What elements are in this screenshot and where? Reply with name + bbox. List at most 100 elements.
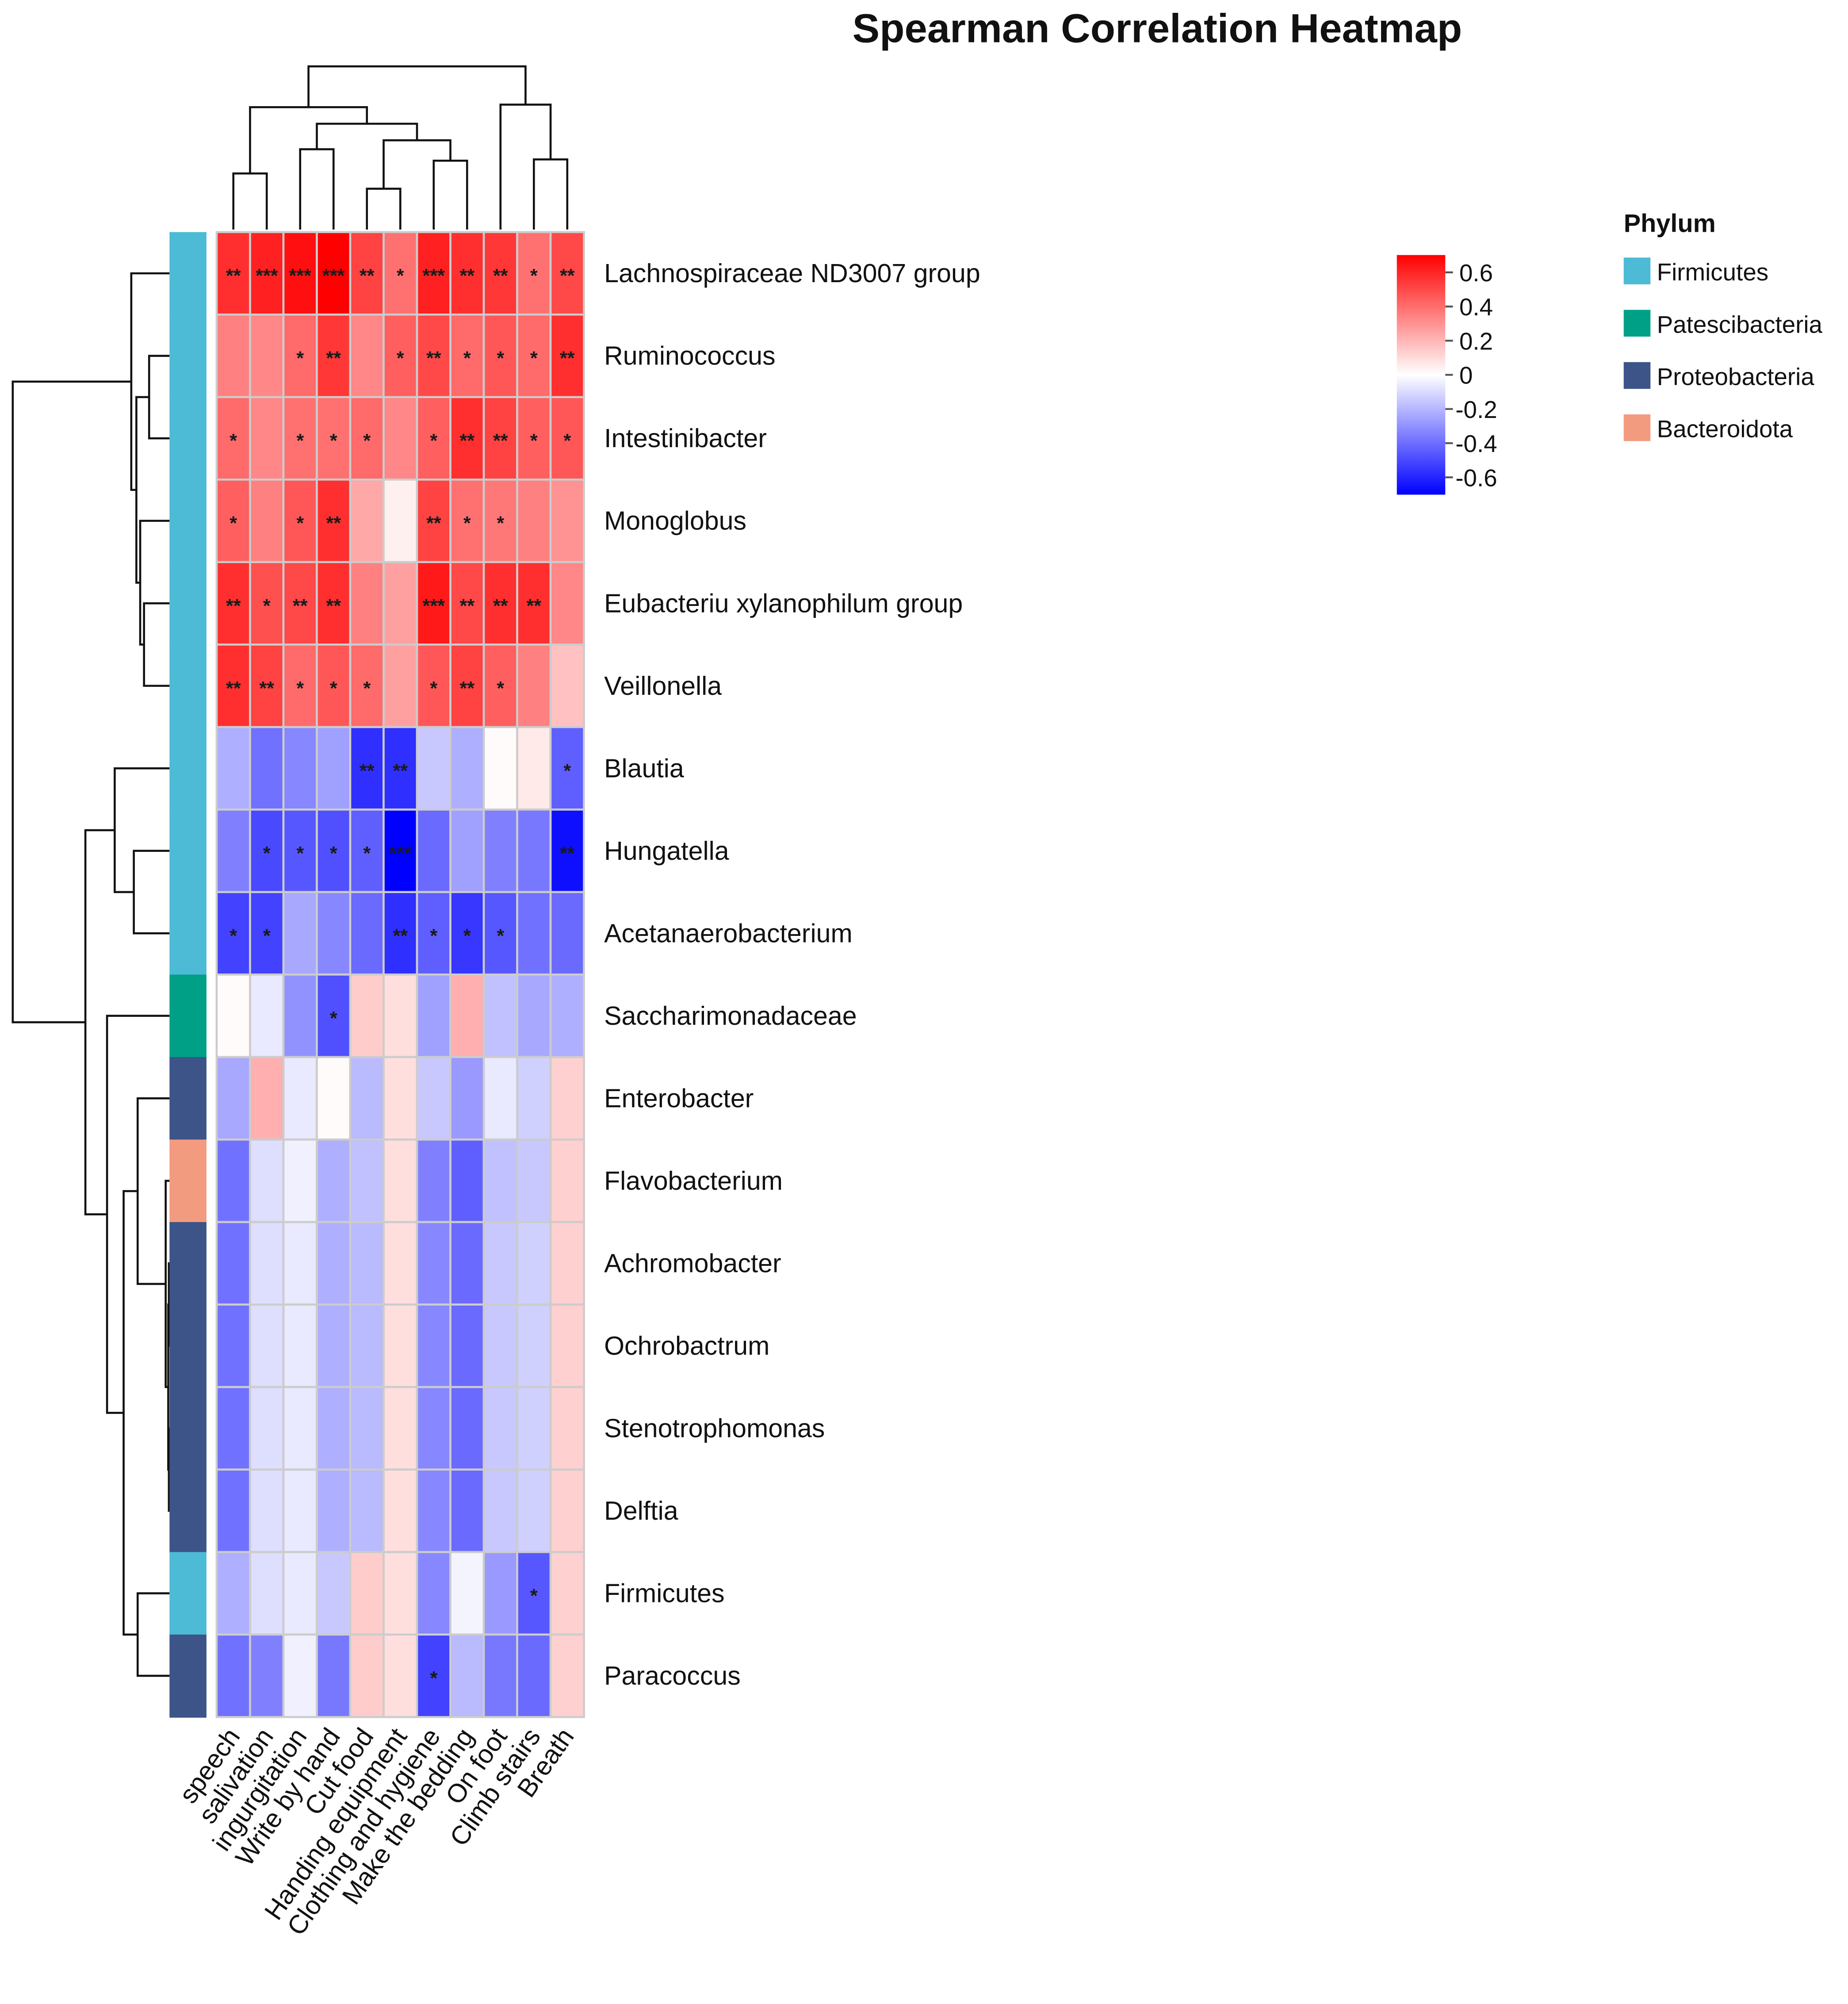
significance-mark: * [463, 925, 471, 946]
heatmap-cell [383, 973, 418, 1058]
heatmap-cell [449, 1056, 485, 1141]
dendrogram-branch [136, 1592, 170, 1677]
heatmap-cell [516, 973, 552, 1058]
row-labels: Lachnospiraceae ND3007 group Ruminococcus… [604, 259, 980, 1690]
heatmap-cell [215, 1221, 251, 1306]
heatmap-cell [249, 479, 285, 563]
significance-mark: * [296, 843, 304, 864]
significance-mark: ** [426, 348, 441, 369]
heatmap-cell [482, 1633, 518, 1718]
heatmap-cell [516, 1303, 552, 1388]
heatmap-cell [416, 1221, 451, 1306]
heatmap-cell [215, 1468, 251, 1553]
heatmap-cell [215, 1551, 251, 1636]
heatmap-cell [516, 891, 552, 976]
heatmap-cell [516, 1551, 552, 1636]
dendrogram-branch [307, 65, 527, 107]
heatmap-cell [383, 396, 418, 481]
dendrogram-branch [122, 1190, 138, 1636]
heatmap-cell [482, 1221, 518, 1306]
row-label: Firmicutes [604, 1579, 724, 1608]
heatmap-cell [282, 1386, 318, 1471]
heatmap-cell [549, 973, 585, 1058]
significance-mark: * [397, 265, 404, 287]
heatmap-cell [316, 1386, 352, 1471]
significance-mark: * [430, 925, 437, 946]
heatmap-cell [416, 1468, 451, 1553]
significance-mark: * [530, 430, 538, 452]
heatmap-cell [516, 561, 552, 646]
heatmap-cell [549, 313, 585, 399]
heatmap-cell [516, 1633, 552, 1718]
heatmap-cell [282, 1303, 318, 1388]
heatmap-cell [416, 561, 451, 646]
phylum-annotation-cell [169, 809, 207, 893]
heatmap-cell [383, 561, 418, 646]
significance-mark: * [230, 430, 237, 452]
heatmap-cell [249, 1138, 285, 1223]
significance-mark: * [230, 925, 237, 946]
significance-mark: *** [423, 595, 445, 617]
heatmap-cell [449, 1633, 485, 1718]
significance-mark: * [430, 678, 437, 699]
row-label: Stenotrophomonas [604, 1414, 825, 1443]
heatmap-cell [516, 808, 552, 893]
phylum-annotation-cell [169, 974, 207, 1058]
dendrogram-branch [366, 188, 402, 230]
heatmap-cell [215, 313, 251, 399]
heatmap-cell [482, 973, 518, 1058]
phylum-legend-label: Bacteroidota [1657, 415, 1793, 443]
heatmap-cell [249, 1468, 285, 1553]
significance-mark: ** [560, 843, 575, 864]
heatmap-cell [549, 1633, 585, 1718]
dendrogram-branch [148, 355, 170, 440]
significance-mark: * [330, 678, 337, 699]
significance-mark: * [263, 595, 271, 617]
heatmap-cell [549, 561, 585, 646]
significance-mark: * [296, 513, 304, 534]
heatmap-cell [215, 808, 251, 893]
phylum-annotation-cell [169, 1552, 207, 1636]
row-label: Acetanaerobacterium [604, 919, 853, 948]
heatmap-cell [482, 1138, 518, 1223]
row-label: Enterobacter [604, 1084, 754, 1113]
color-scale-tick-label: -0.4 [1455, 430, 1497, 457]
heatmap-cell [282, 808, 318, 893]
heatmap-cell [282, 1633, 318, 1718]
significance-mark: * [463, 513, 471, 534]
heatmap-cell [349, 231, 385, 316]
phylum-annotation-cell [169, 1469, 207, 1553]
heatmap-cell [349, 1633, 385, 1718]
heatmap-cell [316, 1468, 352, 1553]
heatmap-cell [549, 726, 585, 811]
row-label: Ochrobactrum [604, 1331, 769, 1360]
heatmap-cell [449, 1138, 485, 1223]
heatmap-cell [383, 1386, 418, 1471]
significance-mark: * [397, 348, 404, 369]
heatmap-cell [249, 1633, 285, 1718]
heatmap-cell [282, 479, 318, 563]
significance-mark: ** [459, 678, 474, 699]
significance-mark: *** [256, 265, 278, 287]
heatmap-cell [249, 1056, 285, 1141]
heatmap-cell [349, 1468, 385, 1553]
heatmap-cell [316, 1551, 352, 1636]
significance-mark: * [430, 1668, 437, 1689]
heatmap-cell [349, 1221, 385, 1306]
phylum-annotation-cell [169, 644, 207, 728]
dendrogram-branch [232, 172, 268, 230]
heatmap-cell [516, 644, 552, 728]
heatmap-cell [349, 1303, 385, 1388]
phylum-annotation-cell [169, 232, 207, 315]
heatmap-cell [282, 891, 318, 976]
heatmap-cell [249, 1221, 285, 1306]
significance-mark: ** [459, 430, 474, 452]
heatmap-cell [282, 644, 318, 728]
significance-mark: ** [393, 925, 408, 946]
heatmap-cell [482, 1303, 518, 1388]
phylum-annotation-cell [169, 1139, 207, 1223]
heatmap-cell [316, 726, 352, 811]
significance-mark: * [330, 1008, 337, 1029]
row-label: Blautia [604, 754, 684, 783]
